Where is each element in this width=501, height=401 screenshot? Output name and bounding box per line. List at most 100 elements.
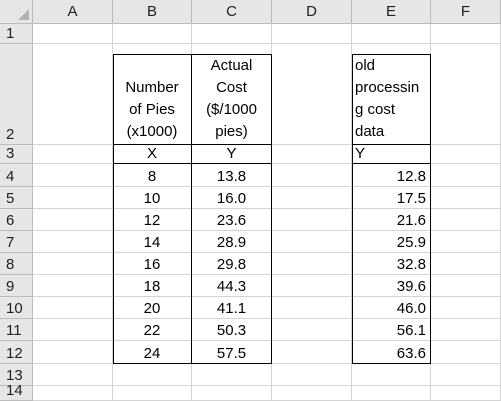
cell-b2[interactable]: Number of Pies (x1000) <box>113 44 192 145</box>
cell-b7[interactable]: 14 <box>113 231 192 253</box>
cell-f12[interactable] <box>431 341 501 364</box>
cell-a12[interactable] <box>33 341 113 364</box>
cell-e9[interactable]: 39.6 <box>352 275 431 297</box>
cell-b14[interactable] <box>113 386 192 401</box>
row-header-12[interactable]: 12 <box>0 341 33 364</box>
cell-d14[interactable] <box>272 386 352 401</box>
column-header-c[interactable]: C <box>192 0 272 24</box>
cell-a3[interactable] <box>33 145 113 164</box>
cell-e4[interactable]: 12.8 <box>352 164 431 187</box>
column-header-a[interactable]: A <box>33 0 113 24</box>
row-header-10[interactable]: 10 <box>0 297 33 319</box>
cell-a6[interactable] <box>33 209 113 231</box>
cell-e3[interactable]: Y <box>352 145 431 164</box>
column-header-b[interactable]: B <box>113 0 192 24</box>
cell-d6[interactable] <box>272 209 352 231</box>
cell-d10[interactable] <box>272 297 352 319</box>
cell-d1[interactable] <box>272 24 352 44</box>
cell-a13[interactable] <box>33 364 113 386</box>
cell-b4[interactable]: 8 <box>113 164 192 187</box>
cell-f1[interactable] <box>431 24 501 44</box>
cell-f6[interactable] <box>431 209 501 231</box>
cell-c14[interactable] <box>192 386 272 401</box>
cell-c8[interactable]: 29.8 <box>192 253 272 275</box>
cell-d12[interactable] <box>272 341 352 364</box>
cell-c4[interactable]: 13.8 <box>192 164 272 187</box>
cell-f10[interactable] <box>431 297 501 319</box>
cell-f4[interactable] <box>431 164 501 187</box>
cell-f8[interactable] <box>431 253 501 275</box>
cell-b9[interactable]: 18 <box>113 275 192 297</box>
cell-c2[interactable]: Actual Cost ($/1000 pies) <box>192 44 272 145</box>
cell-b11[interactable]: 22 <box>113 319 192 341</box>
cell-d13[interactable] <box>272 364 352 386</box>
cell-c9[interactable]: 44.3 <box>192 275 272 297</box>
row-header-11[interactable]: 11 <box>0 319 33 341</box>
row-header-13[interactable]: 13 <box>0 364 33 386</box>
cell-b3[interactable]: X <box>113 145 192 164</box>
cell-e8[interactable]: 32.8 <box>352 253 431 275</box>
cell-e14[interactable] <box>352 386 431 401</box>
cell-b12[interactable]: 24 <box>113 341 192 364</box>
select-all-corner[interactable] <box>0 0 33 24</box>
cell-c7[interactable]: 28.9 <box>192 231 272 253</box>
cell-f11[interactable] <box>431 319 501 341</box>
row-header-4[interactable]: 4 <box>0 164 33 187</box>
row-header-1[interactable]: 1 <box>0 24 33 44</box>
cell-b13[interactable] <box>113 364 192 386</box>
cell-e5[interactable]: 17.5 <box>352 187 431 209</box>
cell-b5[interactable]: 10 <box>113 187 192 209</box>
cell-a14[interactable] <box>33 386 113 401</box>
cell-f14[interactable] <box>431 386 501 401</box>
row-header-2[interactable]: 2 <box>0 44 33 145</box>
cell-d7[interactable] <box>272 231 352 253</box>
cell-a5[interactable] <box>33 187 113 209</box>
cell-e7[interactable]: 25.9 <box>352 231 431 253</box>
cell-b1[interactable] <box>113 24 192 44</box>
cell-f7[interactable] <box>431 231 501 253</box>
cell-e1[interactable] <box>352 24 431 44</box>
cell-c6[interactable]: 23.6 <box>192 209 272 231</box>
cell-d5[interactable] <box>272 187 352 209</box>
column-header-f[interactable]: F <box>431 0 501 24</box>
cell-d2[interactable] <box>272 44 352 145</box>
cell-a1[interactable] <box>33 24 113 44</box>
cell-a8[interactable] <box>33 253 113 275</box>
cell-a7[interactable] <box>33 231 113 253</box>
cell-f13[interactable] <box>431 364 501 386</box>
cell-f3[interactable] <box>431 145 501 164</box>
cell-d8[interactable] <box>272 253 352 275</box>
row-header-8[interactable]: 8 <box>0 253 33 275</box>
cell-e12[interactable]: 63.6 <box>352 341 431 364</box>
cell-e10[interactable]: 46.0 <box>352 297 431 319</box>
cell-e13[interactable] <box>352 364 431 386</box>
cell-e2[interactable]: old processin g cost data <box>352 44 431 145</box>
row-header-3[interactable]: 3 <box>0 145 33 164</box>
column-header-d[interactable]: D <box>272 0 352 24</box>
cell-c11[interactable]: 50.3 <box>192 319 272 341</box>
cell-a10[interactable] <box>33 297 113 319</box>
cell-d11[interactable] <box>272 319 352 341</box>
cell-d9[interactable] <box>272 275 352 297</box>
row-header-6[interactable]: 6 <box>0 209 33 231</box>
cell-a9[interactable] <box>33 275 113 297</box>
cell-c12[interactable]: 57.5 <box>192 341 272 364</box>
cell-c1[interactable] <box>192 24 272 44</box>
row-header-5[interactable]: 5 <box>0 187 33 209</box>
cell-d3[interactable] <box>272 145 352 164</box>
cell-f5[interactable] <box>431 187 501 209</box>
cell-b10[interactable]: 20 <box>113 297 192 319</box>
cell-a4[interactable] <box>33 164 113 187</box>
row-header-7[interactable]: 7 <box>0 231 33 253</box>
cell-c3[interactable]: Y <box>192 145 272 164</box>
cell-f2[interactable] <box>431 44 501 145</box>
cell-a11[interactable] <box>33 319 113 341</box>
cell-b6[interactable]: 12 <box>113 209 192 231</box>
row-header-14[interactable]: 14 <box>0 382 33 401</box>
cell-f9[interactable] <box>431 275 501 297</box>
row-header-9[interactable]: 9 <box>0 275 33 297</box>
column-header-e[interactable]: E <box>352 0 431 24</box>
cell-c5[interactable]: 16.0 <box>192 187 272 209</box>
cell-c13[interactable] <box>192 364 272 386</box>
cell-c10[interactable]: 41.1 <box>192 297 272 319</box>
